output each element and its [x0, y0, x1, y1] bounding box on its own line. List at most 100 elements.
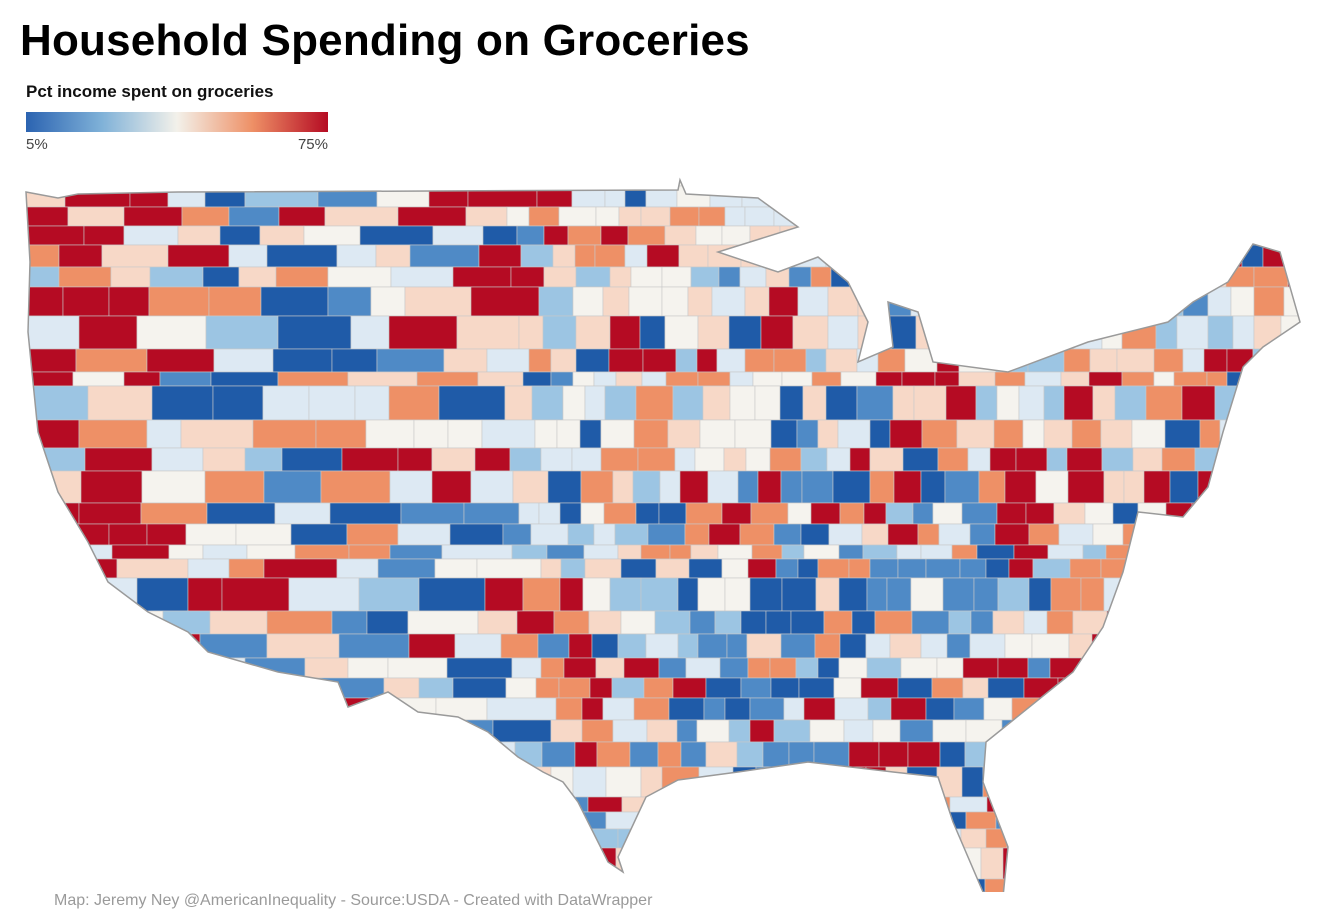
- county-tile: [1022, 419, 1045, 449]
- county-tile: [627, 225, 666, 246]
- county-tile: [1189, 185, 1228, 208]
- county-tile: [869, 419, 891, 449]
- county-tile: [78, 502, 142, 525]
- county-tile: [26, 577, 88, 612]
- county-tile: [810, 502, 841, 525]
- county-tile: [690, 266, 720, 288]
- county-tile: [1238, 719, 1273, 743]
- county-tile: [285, 741, 334, 768]
- county-tile: [728, 719, 751, 743]
- county-tile: [721, 502, 752, 525]
- county-tile: [1202, 677, 1234, 699]
- county-tile: [740, 796, 779, 813]
- county-tile: [840, 371, 877, 387]
- county-tile: [900, 657, 938, 679]
- county-tile: [371, 766, 430, 798]
- county-tile: [476, 558, 542, 579]
- county-tile: [1182, 286, 1209, 317]
- county-tile: [1198, 741, 1223, 768]
- county-tile: [617, 633, 647, 659]
- county-tile: [1080, 266, 1106, 288]
- county-tile: [477, 371, 524, 387]
- county-tile: [791, 811, 820, 830]
- county-tile: [1299, 577, 1300, 612]
- county-tile: [596, 741, 631, 768]
- county-tile: [963, 286, 996, 317]
- county-tile: [898, 266, 927, 288]
- county-tile: [228, 558, 265, 579]
- county-tile: [1101, 447, 1134, 472]
- county-tile: [1073, 315, 1103, 350]
- county-tile: [1221, 741, 1248, 768]
- county-tile: [618, 206, 642, 227]
- county-tile: [83, 225, 125, 246]
- county-tile: [101, 244, 169, 268]
- county-tile: [57, 741, 113, 768]
- county-tile: [347, 371, 418, 387]
- county-tile: [555, 697, 583, 721]
- county-tile: [331, 348, 378, 373]
- county-tile: [26, 828, 71, 849]
- county-tiles: [26, 180, 1300, 895]
- county-tile: [750, 502, 789, 525]
- county-tile: [705, 741, 738, 768]
- county-tile: [647, 523, 686, 546]
- county-tile: [600, 419, 635, 449]
- county-tile: [1022, 796, 1052, 813]
- county-tile: [123, 206, 183, 227]
- county-tile: [858, 847, 896, 880]
- county-tile: [1008, 558, 1034, 579]
- county-tile: [1220, 502, 1244, 525]
- county-tile: [1226, 206, 1255, 227]
- county-tile: [726, 633, 748, 659]
- county-tile: [980, 180, 1018, 187]
- county-tile: [511, 544, 548, 560]
- county-tile: [729, 385, 756, 421]
- county-tile: [639, 315, 666, 350]
- county-tile: [548, 847, 582, 880]
- county-tile: [1181, 385, 1216, 421]
- county-tile: [885, 502, 914, 525]
- county-tile: [266, 244, 338, 268]
- county-tile: [80, 470, 143, 504]
- county-tile: [866, 657, 902, 679]
- county-tile: [146, 348, 215, 373]
- county-tile: [679, 796, 708, 813]
- county-tile: [243, 828, 299, 849]
- county-tile: [1128, 633, 1158, 659]
- county-tile: [288, 577, 360, 612]
- county-tile: [1251, 225, 1288, 246]
- county-tile: [1054, 766, 1081, 798]
- county-tile: [996, 502, 1027, 525]
- county-tile: [405, 180, 469, 187]
- county-tile: [679, 470, 709, 504]
- county-tile: [1258, 610, 1296, 635]
- county-tile: [572, 286, 604, 317]
- county-tile: [210, 371, 279, 387]
- county-tile: [645, 633, 679, 659]
- county-tile: [962, 657, 999, 679]
- county-tile: [1024, 371, 1062, 387]
- county-tile: [431, 828, 484, 849]
- county-tile: [572, 371, 595, 387]
- county-tile: [1239, 447, 1277, 472]
- county-tile: [958, 371, 996, 387]
- county-tile: [1062, 286, 1090, 317]
- county-tile: [1096, 185, 1120, 208]
- county-tile: [740, 610, 767, 635]
- county-tile: [1136, 766, 1162, 798]
- county-tile: [504, 385, 533, 421]
- county-tile: [743, 180, 770, 187]
- county-tile: [141, 470, 206, 504]
- county-tile: [692, 180, 720, 187]
- county-tile: [1119, 286, 1149, 317]
- county-tile: [274, 502, 331, 525]
- county-tile: [765, 811, 793, 830]
- county-tile: [633, 697, 670, 721]
- county-tile: [809, 719, 845, 743]
- county-tile: [811, 371, 842, 387]
- county-tile: [1204, 244, 1243, 268]
- county-tile: [1088, 286, 1121, 317]
- county-tile: [602, 286, 630, 317]
- county-tile: [212, 878, 283, 895]
